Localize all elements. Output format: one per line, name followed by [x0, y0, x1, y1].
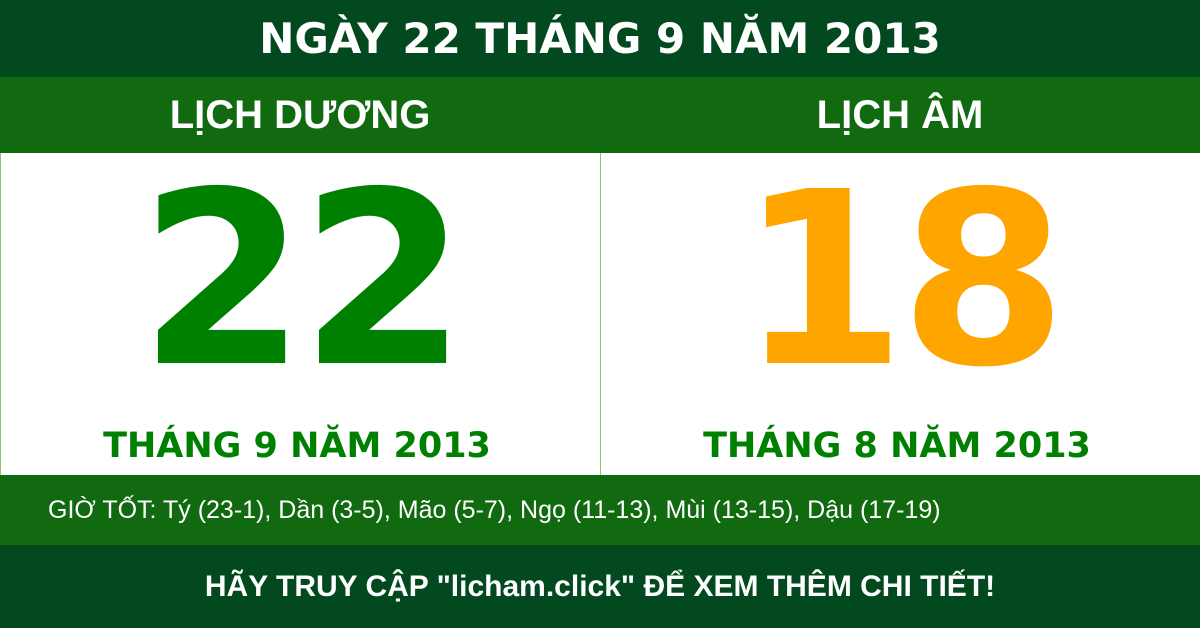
solar-month-year: THÁNG 9 NĂM 2013 — [103, 426, 491, 466]
edge-line — [0, 153, 1, 475]
solar-column: 22 THÁNG 9 NĂM 2013 — [0, 141, 600, 475]
lunar-column: 18 THÁNG 8 NĂM 2013 — [600, 141, 1200, 475]
footer-cta: HÃY TRUY CẬP "licham.click" ĐỂ XEM THÊM … — [0, 545, 1200, 628]
lunar-heading: LỊCH ÂM — [816, 93, 984, 137]
lunar-day: 18 — [739, 140, 1067, 420]
solar-day: 22 — [139, 140, 467, 420]
column-divider — [600, 153, 601, 475]
solar-heading: LỊCH DƯƠNG — [169, 93, 431, 137]
calendar-headers: LỊCH DƯƠNG LỊCH ÂM — [0, 77, 1200, 153]
page-title: NGÀY 22 THÁNG 9 NĂM 2013 — [0, 0, 1200, 77]
good-hours: GIỜ TỐT: Tý (23-1), Dần (3-5), Mão (5-7)… — [0, 475, 1200, 545]
calendar-body: 22 THÁNG 9 NĂM 2013 18 THÁNG 8 NĂM 2013 — [0, 141, 1200, 475]
lunar-month-year: THÁNG 8 NĂM 2013 — [703, 426, 1091, 466]
